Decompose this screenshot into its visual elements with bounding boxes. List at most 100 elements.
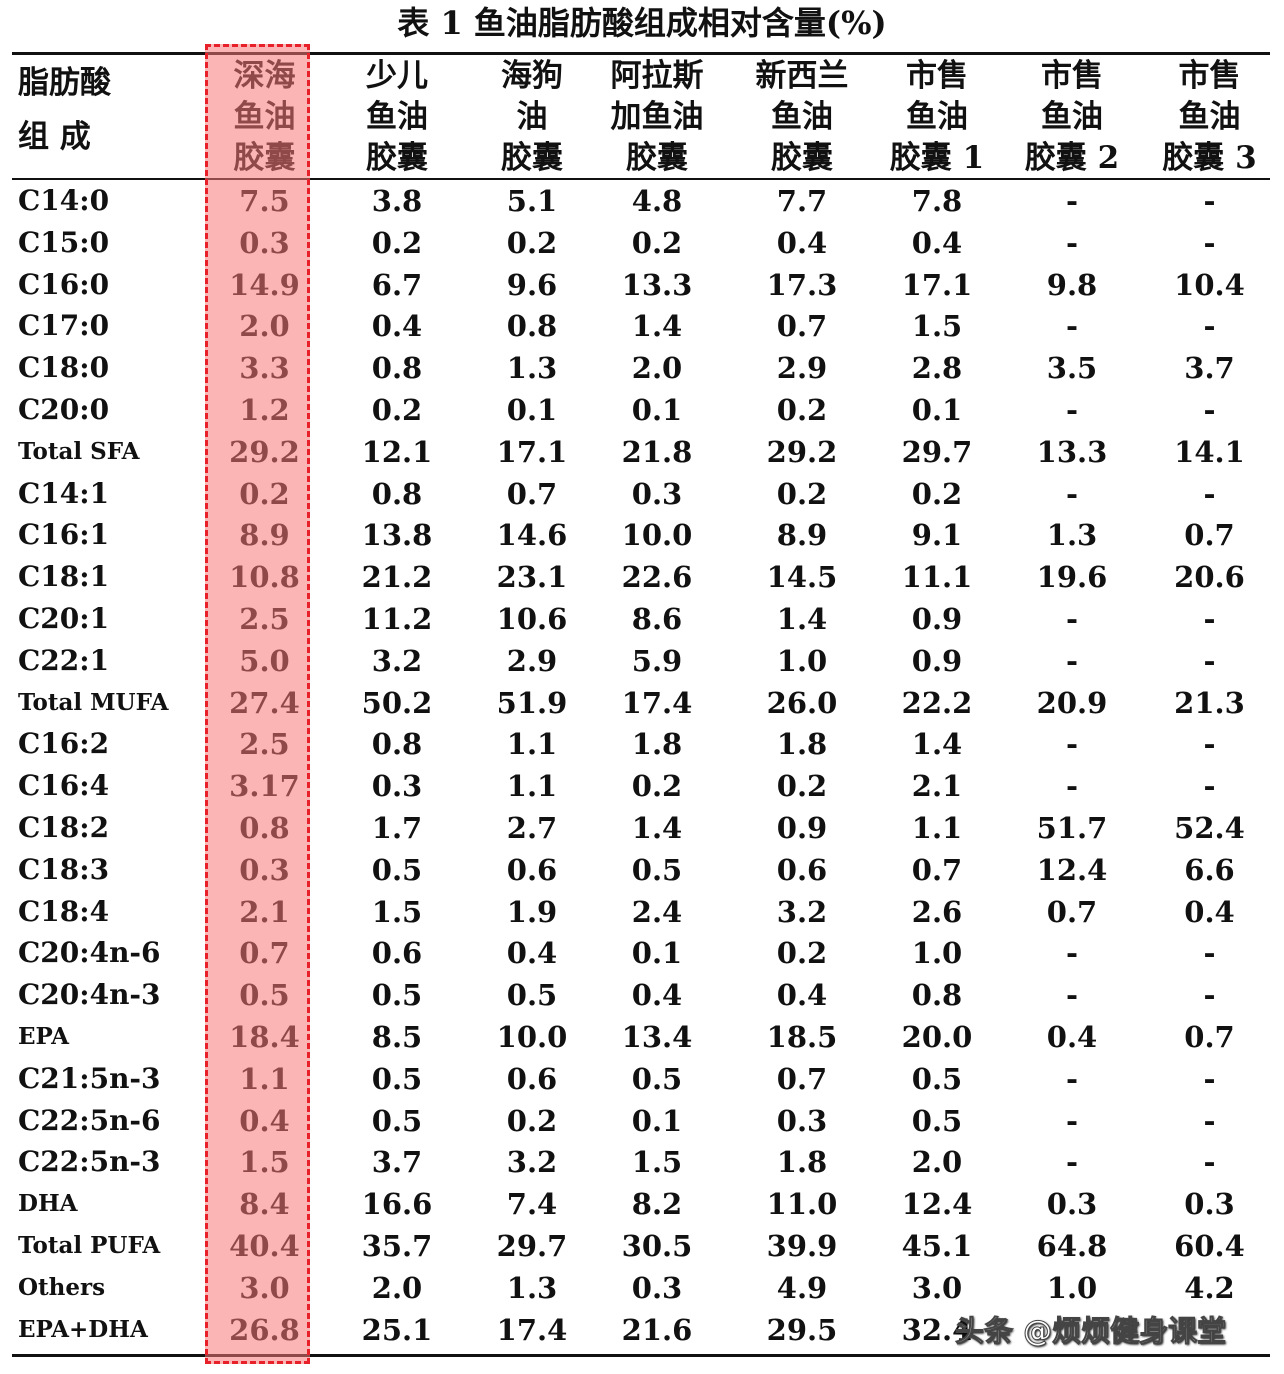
row-label: C14:0 [18, 184, 110, 217]
table-row: C22:5n-31.53.73.21.51.82.0-- [12, 1141, 1270, 1183]
table-cell: - [1203, 1061, 1216, 1096]
table-cell: 3.2 [371, 643, 423, 678]
table-cell: 0.9 [911, 643, 963, 678]
table-cell: 0.4 [776, 978, 828, 1013]
table-row: C20:12.511.210.68.61.40.9-- [12, 598, 1270, 640]
table-row: C16:014.96.79.613.317.317.19.810.4 [12, 264, 1270, 306]
table-cell: 0.4 [776, 225, 828, 260]
table-cell: 8.6 [631, 602, 683, 636]
table-cell: 52.4 [1174, 811, 1245, 845]
table-cell: 0.4 [506, 936, 558, 971]
table-cell: 20.9 [1036, 685, 1108, 720]
table-cell: 7.7 [776, 184, 828, 218]
table-cell: 0.8 [911, 978, 963, 1013]
header-line: 胶囊 2 [1024, 139, 1120, 176]
table-cell: 0.7 [776, 309, 828, 344]
table-cell: 3.5 [1046, 351, 1098, 386]
table-cell: 21.8 [621, 434, 693, 469]
header-line: 市售 [1178, 58, 1241, 95]
table-cell: 3.7 [1184, 351, 1235, 386]
header-line: 胶囊 [771, 139, 833, 176]
table-cell: 9.8 [1046, 267, 1098, 302]
table-row: C18:110.821.223.122.614.511.119.620.6 [12, 556, 1270, 598]
table-row: Total PUFA40.435.729.730.539.945.164.860… [12, 1225, 1270, 1267]
table-cell: 0.5 [371, 1103, 423, 1138]
table-cell: - [1065, 225, 1079, 260]
table-cell: 17.4 [496, 1312, 568, 1347]
table-cell: 23.1 [496, 560, 568, 595]
table-cell: 0.7 [776, 1061, 828, 1096]
table-cell: 20.0 [901, 1020, 973, 1054]
table-cell: - [1065, 643, 1079, 678]
table-cell: 0.5 [631, 852, 683, 887]
header-line: 市售 [1041, 58, 1103, 95]
table-cell: 22.2 [901, 685, 973, 720]
table-cell: 0.4 [1184, 894, 1235, 929]
table-cell: - [1203, 393, 1216, 427]
table-cell: 8.2 [631, 1187, 683, 1222]
header-col-8: 市售 鱼油 胶囊 3 [1147, 56, 1272, 178]
table-cell: 45.1 [901, 1229, 973, 1263]
row-label: C20:0 [18, 393, 110, 426]
row-label: Total MUFA [18, 688, 169, 716]
table-cell: 0.2 [911, 476, 963, 511]
table-cell: 0.7 [506, 476, 558, 511]
header-col-5: 新西兰 鱼油 胶囊 [732, 56, 872, 178]
table-cell: 0.7 [1046, 894, 1098, 929]
header-line: 加鱼油 [610, 98, 704, 135]
header-line: 市售 [906, 58, 968, 95]
table-cell: - [1065, 602, 1079, 636]
table-cell: 0.2 [631, 769, 683, 804]
row-label: Others [18, 1273, 106, 1301]
table-cell: 0.3 [1184, 1187, 1235, 1222]
table-cell: 10.0 [621, 518, 693, 553]
deep-sea-column-highlight [205, 44, 310, 1364]
table-cell: 10.4 [1174, 267, 1245, 302]
table-cell: 0.1 [911, 393, 963, 427]
row-label: Total SFA [18, 437, 140, 465]
top-rule [12, 52, 1270, 55]
table-cell: 17.4 [621, 685, 693, 720]
table-cell: 1.8 [776, 727, 828, 762]
table-row: DHA8.416.67.48.211.012.40.30.3 [12, 1183, 1270, 1225]
header-line: 鱼油 [906, 98, 968, 135]
table-cell: 2.8 [911, 351, 963, 386]
table-cell: 0.7 [1184, 1020, 1235, 1054]
table-cell: 2.1 [911, 769, 963, 804]
table-cell: 21.3 [1174, 685, 1245, 720]
header-rule [12, 178, 1270, 180]
table-cell: 17.3 [766, 267, 838, 302]
table-cell: 2.0 [631, 351, 683, 386]
table-cell: 11.1 [901, 560, 973, 595]
table-cell: 14.6 [496, 518, 568, 553]
table-cell: 11.2 [361, 602, 433, 636]
table-row: C16:22.50.81.11.81.81.4-- [12, 723, 1270, 765]
table-cell: 0.2 [371, 393, 423, 427]
row-label: C21:5n-3 [18, 1061, 161, 1095]
table-cell: 6.6 [1184, 852, 1235, 887]
table-cell: 0.6 [506, 852, 558, 887]
table-row: Total SFA29.212.117.121.829.229.713.314.… [12, 431, 1270, 473]
table-cell: - [1065, 1145, 1079, 1180]
table-row: C15:00.30.20.20.20.40.4-- [12, 222, 1270, 264]
table-cell: 4.2 [1184, 1270, 1235, 1305]
table-cell: 1.0 [911, 936, 963, 971]
table-cell: 13.3 [1036, 434, 1108, 469]
header-col-3: 海狗油胶囊 [467, 56, 597, 178]
table-cell: - [1065, 727, 1079, 762]
table-cell: 8.9 [776, 518, 828, 553]
header-line: 胶囊 [366, 139, 428, 176]
table-cell: 13.3 [621, 267, 693, 302]
table-cell: 2.9 [776, 351, 828, 386]
table-cell: 0.5 [371, 1061, 423, 1096]
table-cell: - [1065, 309, 1079, 344]
table-cell: 50.2 [361, 685, 433, 720]
table-cell: 2.0 [911, 1145, 963, 1180]
table-cell: 20.6 [1174, 560, 1245, 595]
header-line: 胶囊 1 [889, 139, 985, 176]
table-cell: 12.1 [361, 434, 433, 469]
header-line: 胶囊 3 [1162, 139, 1257, 176]
table-cell: 8.5 [371, 1020, 423, 1054]
table-cell: 19.6 [1036, 560, 1108, 595]
table-cell: 51.9 [496, 685, 568, 720]
